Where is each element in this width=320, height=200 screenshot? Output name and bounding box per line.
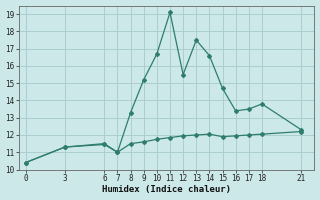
- X-axis label: Humidex (Indice chaleur): Humidex (Indice chaleur): [102, 185, 231, 194]
